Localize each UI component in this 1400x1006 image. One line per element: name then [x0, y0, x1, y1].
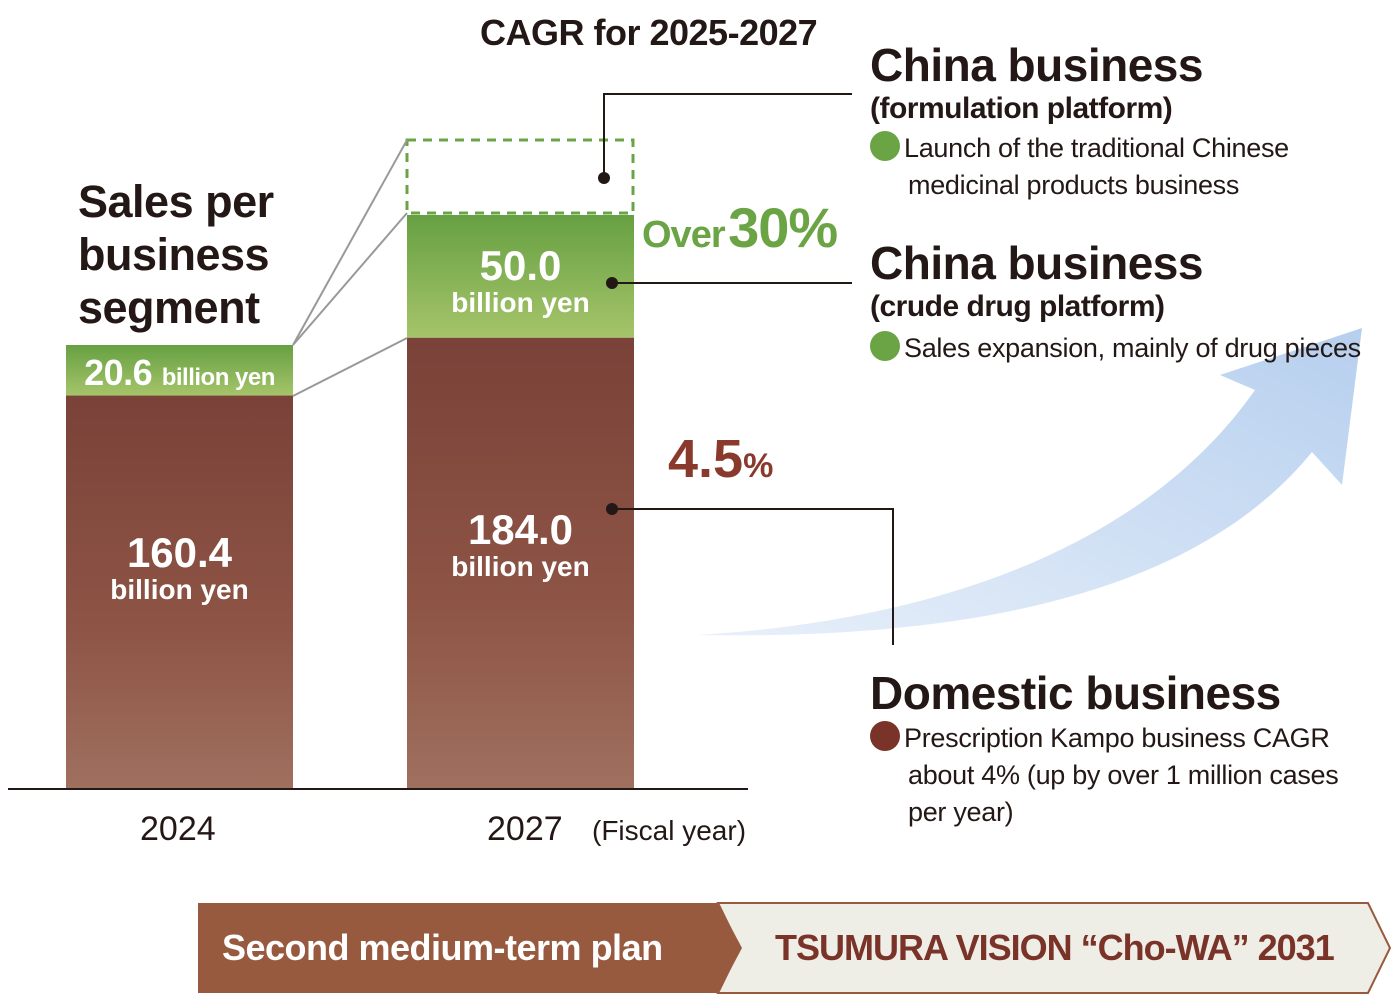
green-bullet-icon: [870, 331, 900, 361]
bar-label-2024-china: 20.6 billion yen: [84, 352, 275, 393]
bar-label-2027-domestic: 184.0 billion yen: [451, 506, 590, 582]
cagr-domestic: 4.5%: [668, 429, 774, 489]
segment-china-formulation: China business (formulation platform) La…: [870, 38, 1395, 204]
segment-bullet: Prescription Kampo business CAGR about 4…: [904, 723, 1339, 827]
chart-title: Sales per business segment: [78, 176, 274, 333]
segment-bullet: Launch of the traditional Chinese medici…: [904, 133, 1289, 200]
plan-label: Second medium-term plan: [222, 927, 663, 968]
plan-banner-shape: [198, 903, 742, 993]
connector-lines: [292, 139, 408, 397]
segment-subtitle: (formulation platform): [870, 92, 1173, 125]
segment-bullet: Sales expansion, mainly of drug pieces: [904, 333, 1361, 363]
cagr-target-dashed-box: [405, 138, 635, 215]
segment-china-crude: China business (crude drug platform) Sal…: [870, 236, 1380, 367]
segment-domestic: Domestic business Prescription Kampo bus…: [870, 666, 1370, 831]
brown-bullet-icon: [870, 721, 900, 751]
bar-label-2027-china: 50.0 billion yen: [451, 242, 590, 318]
bar-label-2024-domestic: 160.4 billion yen: [110, 529, 249, 605]
bar-2027-china: [407, 214, 634, 338]
segment-title: Domestic business: [870, 667, 1281, 719]
growth-arrow: [697, 328, 1362, 636]
callout-lines: [603, 93, 894, 645]
segment-subtitle: (crude drug platform): [870, 290, 1165, 323]
x-tick-2027: 2027: [487, 810, 563, 848]
cagr-china: Over 30%: [642, 196, 838, 259]
segment-title: China business: [870, 39, 1203, 91]
cagr-title: CAGR for 2025-2027: [480, 12, 818, 53]
bar-2027-domestic: [407, 337, 634, 789]
green-bullet-icon: [870, 131, 900, 161]
bar-2024-china: [66, 345, 293, 396]
vision-label: TSUMURA VISION “Cho-WA” 2031: [775, 927, 1335, 968]
bar-2024-domestic: [66, 395, 293, 789]
callout-dot: [606, 277, 618, 289]
x-axis-unit: (Fiscal year): [592, 815, 747, 846]
segment-title: China business: [870, 237, 1203, 289]
callout-dot: [598, 172, 610, 184]
callout-dot: [606, 503, 618, 515]
x-tick-2024: 2024: [140, 810, 216, 848]
